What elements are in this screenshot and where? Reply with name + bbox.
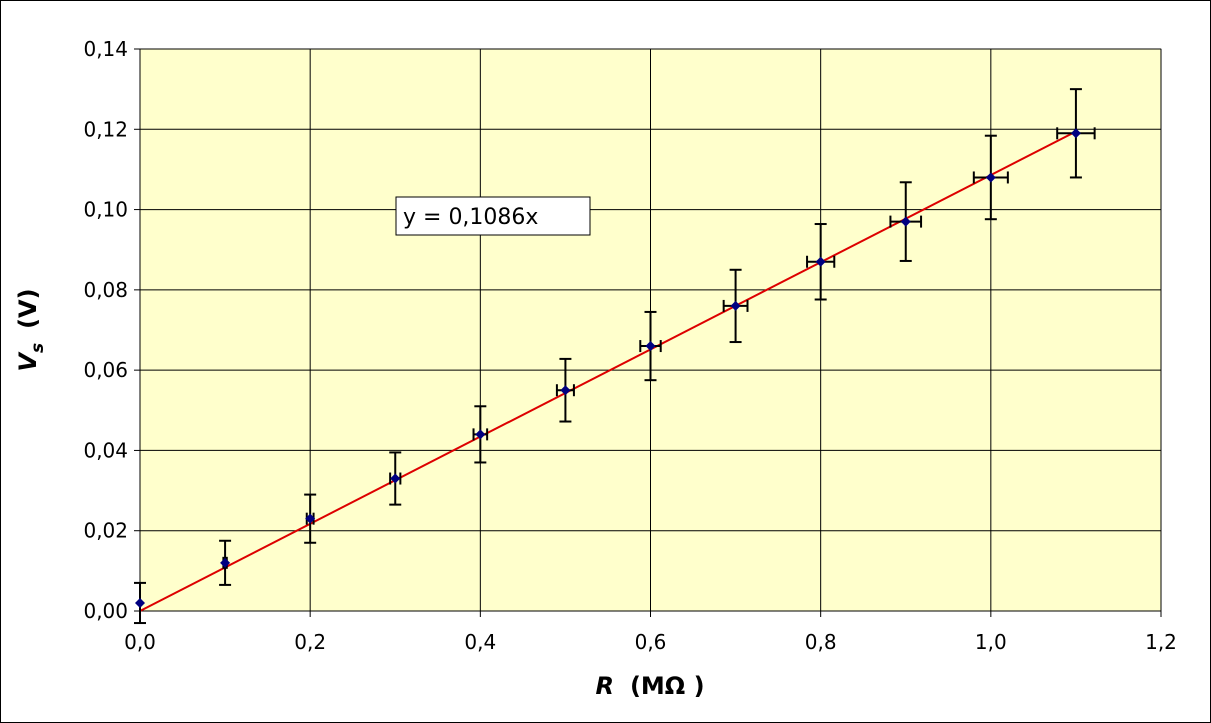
y-tick-label: 0,06	[83, 358, 128, 382]
data-point	[305, 513, 316, 524]
equation-box	[395, 196, 591, 236]
x-axis-symbol: R	[595, 672, 613, 700]
x-tick-label: 1,0	[975, 630, 1007, 654]
x-tick-label: 0,4	[464, 630, 496, 654]
data-point	[475, 429, 486, 440]
x-tick-label: 0,8	[805, 630, 837, 654]
data-point	[390, 473, 401, 484]
ticks: 0,00 0,02 0,04 0,06 0,08 0,10 0,12 0,14 0,0 0,2 0,…	[83, 37, 1176, 654]
data-point	[645, 341, 656, 352]
x-axis-unit: (MΩ )	[630, 672, 705, 700]
y-axis-subscript: s	[28, 343, 48, 353]
y-tick-label: 0,10	[83, 198, 128, 222]
data-point	[560, 385, 571, 396]
data-point	[220, 557, 231, 568]
y-tick-label: 0,04	[83, 438, 128, 462]
data-point	[985, 172, 996, 183]
data-point	[730, 300, 741, 311]
y-axis-symbol: V	[14, 351, 42, 372]
y-tick-label: 0,14	[83, 37, 128, 61]
trendline	[139, 130, 1077, 612]
x-tick-label: 1,2	[1145, 630, 1177, 654]
data-point	[1070, 128, 1081, 139]
x-tick-label: 0,2	[294, 630, 326, 654]
marks	[134, 88, 1096, 625]
x-axis-title: R (MΩ )	[595, 672, 704, 700]
data-point	[815, 256, 826, 267]
y-tick-label: 0,02	[83, 519, 128, 543]
data-point	[135, 597, 145, 608]
y-tick-label: 0,00	[83, 599, 128, 623]
y-tick-label: 0,08	[83, 278, 128, 302]
x-tick-label: 0,0	[124, 630, 156, 654]
y-tick-label: 0,12	[83, 117, 128, 141]
data-point	[900, 216, 911, 227]
x-tick-label: 0,6	[635, 630, 667, 654]
equation-label: y = 0,1086x	[403, 205, 538, 230]
y-axis-title: Vs (V)	[14, 288, 48, 371]
y-axis-unit: (V)	[14, 288, 42, 329]
